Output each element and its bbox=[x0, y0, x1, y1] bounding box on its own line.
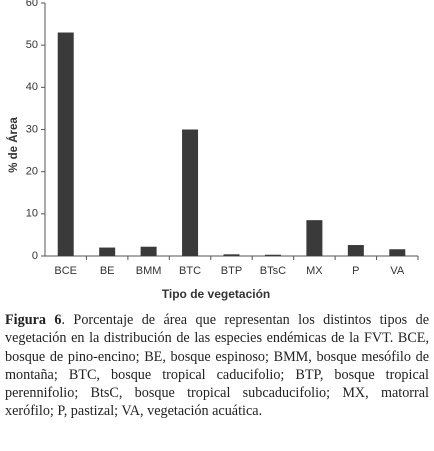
x-tick-label: BTC bbox=[179, 265, 201, 277]
bar bbox=[182, 129, 199, 256]
bar bbox=[223, 254, 240, 256]
y-tick-label: 50 bbox=[26, 39, 38, 51]
caption-text: . Porcentaje de área que representan los… bbox=[5, 312, 429, 420]
y-tick-label: 60 bbox=[26, 0, 38, 9]
x-axis-title: Tipo de vegetación bbox=[162, 287, 270, 301]
caption-label: Figura 6 bbox=[5, 312, 62, 328]
y-tick-label: 0 bbox=[32, 250, 38, 262]
y-tick-label: 40 bbox=[26, 81, 38, 93]
y-tick-label: 10 bbox=[26, 208, 38, 220]
x-tick-label: P bbox=[352, 265, 359, 277]
bar bbox=[99, 247, 116, 256]
x-tick-label: BE bbox=[100, 265, 115, 277]
y-axis-title: % de Área bbox=[7, 117, 20, 173]
x-tick-label: BCE bbox=[54, 265, 77, 277]
y-tick-label: 30 bbox=[26, 123, 38, 135]
x-tick-label: BTsC bbox=[260, 265, 286, 277]
bar bbox=[306, 220, 323, 256]
chart: % de Área Tipo de vegetación 0 10 20 30 40 50… bbox=[7, 0, 419, 301]
x-tick-label: VA bbox=[390, 265, 405, 277]
caption: Figura 6. Porcentaje de área que represe… bbox=[5, 311, 429, 421]
bar bbox=[389, 249, 406, 256]
bar bbox=[347, 245, 364, 256]
x-tick-label: BMM bbox=[136, 265, 162, 277]
bar bbox=[140, 246, 157, 256]
bar bbox=[264, 254, 281, 256]
x-tick-label: BTP bbox=[221, 265, 242, 277]
bar bbox=[57, 32, 74, 257]
x-tick-label: MX bbox=[306, 265, 323, 277]
y-tick-label: 20 bbox=[26, 166, 38, 178]
